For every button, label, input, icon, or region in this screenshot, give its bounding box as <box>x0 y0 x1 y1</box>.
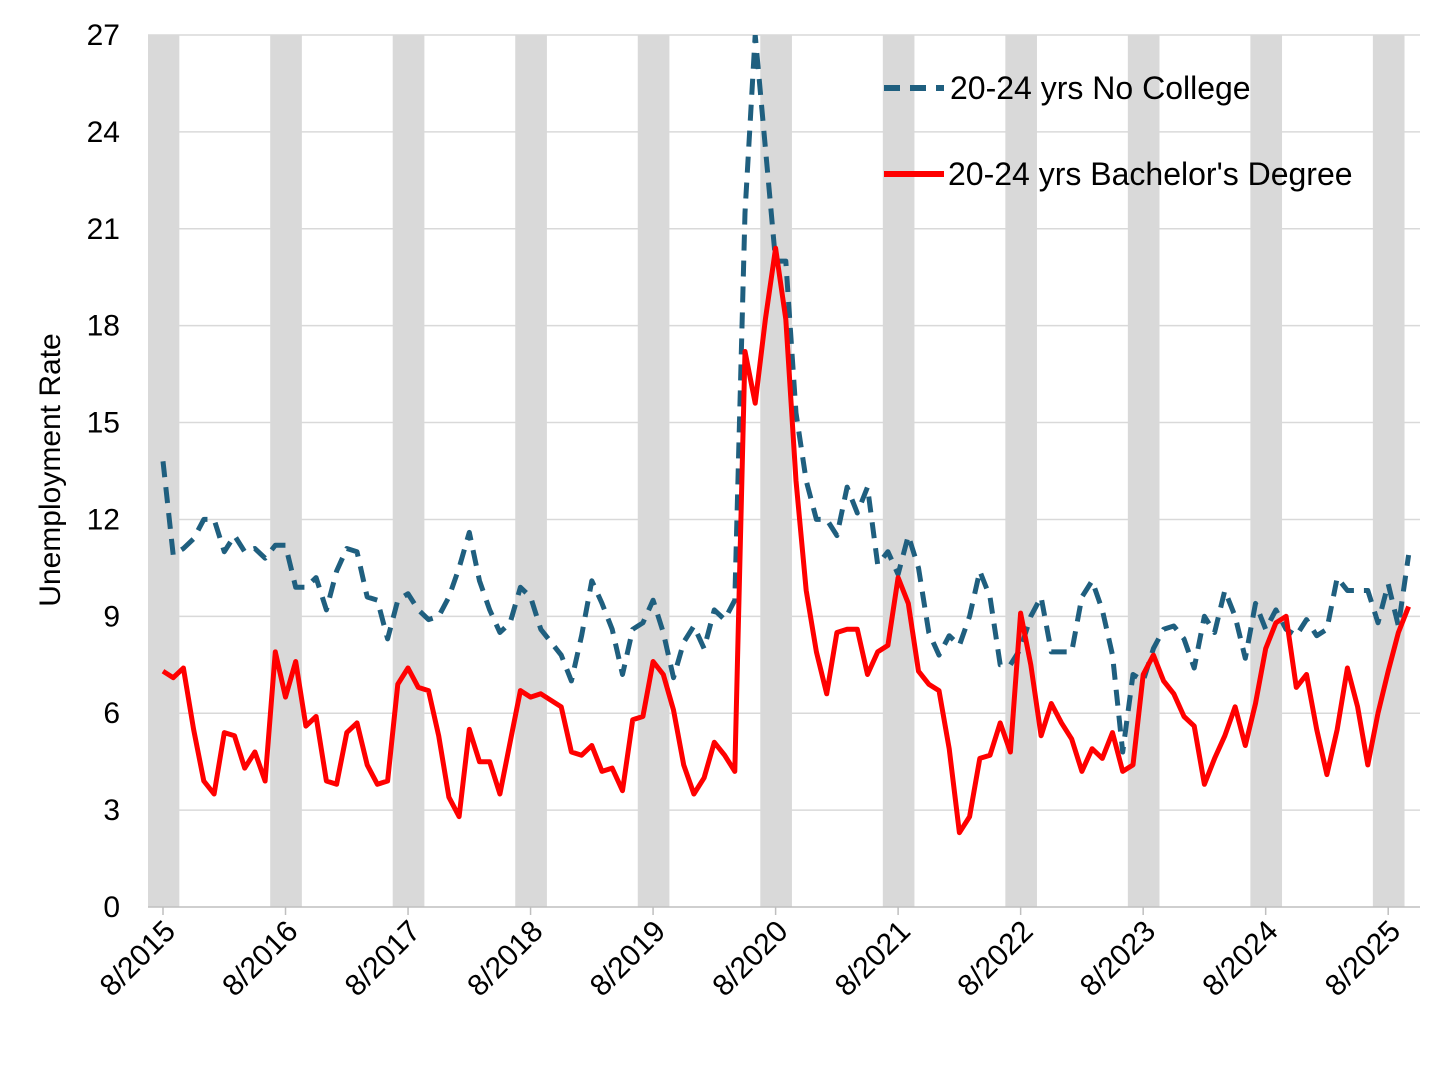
shaded-bands <box>148 35 1405 907</box>
x-tick-label: 8/2020 <box>706 915 794 1003</box>
x-tick-label: 8/2017 <box>339 915 427 1003</box>
shaded-band <box>760 35 792 907</box>
x-tick-label: 8/2016 <box>216 915 304 1003</box>
y-tick-label: 3 <box>103 794 120 827</box>
shaded-band <box>270 35 302 907</box>
x-tick-label: 8/2015 <box>94 915 182 1003</box>
shaded-band <box>515 35 547 907</box>
shaded-band <box>882 35 915 907</box>
shaded-band <box>637 35 670 907</box>
x-tick-label: 8/2018 <box>461 915 549 1003</box>
y-tick-label: 24 <box>87 116 120 149</box>
x-tick-labels: 8/2015 8/2016 8/2017 8/2018 8/2019 8/2020 8/20… <box>94 915 1407 1003</box>
shaded-band <box>1372 35 1405 907</box>
y-tick-label: 9 <box>103 600 120 633</box>
shaded-band <box>1250 35 1283 907</box>
x-tick-label: 8/2024 <box>1196 915 1284 1003</box>
y-tick-label: 18 <box>87 310 120 343</box>
x-tick-label: 8/2021 <box>829 915 917 1003</box>
series-lines <box>160 35 1412 836</box>
x-tick-label: 8/2019 <box>584 915 672 1003</box>
series-line-bachelors <box>161 245 1411 836</box>
x-tick-marks <box>162 907 1389 915</box>
y-tick-labels: 0 3 6 9 12 15 18 21 24 27 <box>87 19 120 924</box>
y-tick-label: 21 <box>87 213 120 246</box>
legend-label-no-college: 20-24 yrs No College <box>950 70 1251 106</box>
y-tick-label: 12 <box>87 503 120 536</box>
y-tick-label: 27 <box>87 19 120 52</box>
legend: 20-24 yrs No College 20-24 yrs Bachelor'… <box>884 70 1353 192</box>
x-tick-label: 8/2023 <box>1074 915 1162 1003</box>
shaded-band <box>1005 35 1037 907</box>
y-tick-label: 15 <box>87 407 120 440</box>
x-tick-label: 8/2025 <box>1319 915 1407 1003</box>
y-tick-label: 6 <box>103 697 120 730</box>
gridlines <box>148 34 1420 811</box>
y-axis-label: Unemployment Rate <box>34 333 67 606</box>
series-line-no-college <box>160 35 1412 755</box>
shaded-band <box>392 35 425 907</box>
legend-label-bachelors: 20-24 yrs Bachelor's Degree <box>948 156 1353 192</box>
x-tick-label: 8/2022 <box>951 915 1039 1003</box>
y-tick-label: 0 <box>103 891 120 924</box>
